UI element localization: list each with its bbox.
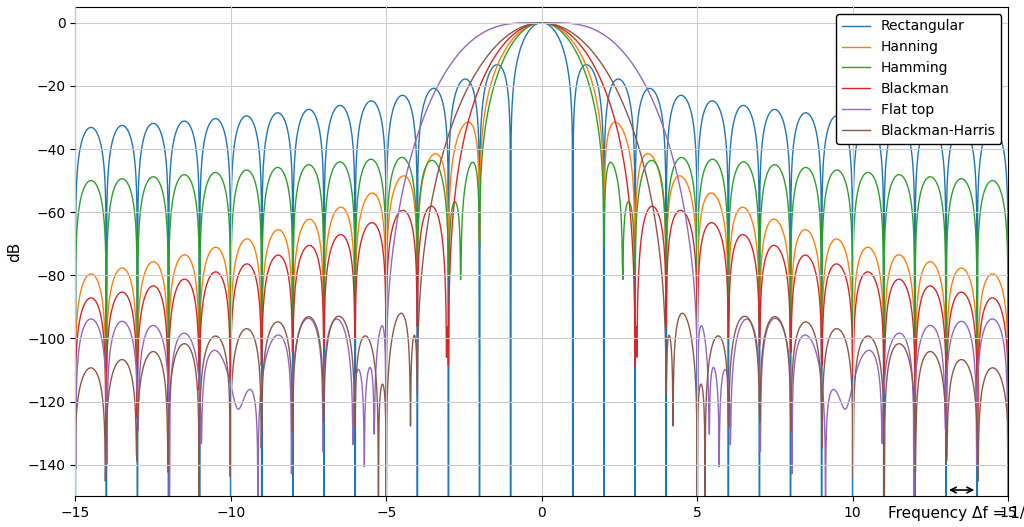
Blackman [733, 233, 745, 239]
Blackman-Harris [733, 317, 745, 324]
Blackman-Harris [1002, 432, 1015, 438]
Blackman-Harris [531, 19, 544, 26]
Hanning [536, 19, 548, 26]
Hamming [233, 173, 246, 180]
Legend: Rectangular, Hanning, Hamming, Blackman, Flat top, Blackman-Harris: Rectangular, Hanning, Hamming, Blackman,… [837, 14, 1001, 144]
Hamming [80, 181, 92, 188]
Flat top [80, 319, 92, 326]
Flat top [526, 19, 539, 26]
Blackman-Harris [233, 332, 246, 338]
Hanning [689, 231, 701, 238]
Flat top [234, 404, 247, 410]
Hamming [689, 200, 701, 207]
Rectangular [80, 128, 92, 134]
Hanning [1002, 358, 1015, 364]
Rectangular [689, 140, 701, 146]
Hamming [733, 162, 745, 168]
Blackman-Harris [80, 368, 92, 374]
Hanning [743, 211, 756, 218]
Hamming [69, 363, 81, 369]
Text: Frequency Δf = 1/T: Frequency Δf = 1/T [889, 506, 1024, 521]
Blackman-Harris [380, 524, 392, 527]
Y-axis label: dB: dB [7, 241, 22, 262]
Blackman-Harris [689, 383, 701, 389]
Hanning [99, 408, 112, 414]
Blackman [536, 19, 548, 26]
Flat top [1002, 400, 1015, 406]
Line: Hanning: Hanning [75, 23, 1009, 411]
Hanning [531, 20, 544, 26]
Rectangular [536, 19, 548, 26]
Line: Blackman-Harris: Blackman-Harris [75, 23, 1009, 527]
Hanning [234, 242, 247, 248]
Blackman-Harris [536, 19, 548, 26]
Line: Hamming: Hamming [75, 23, 1009, 366]
Blackman-Harris [743, 317, 756, 324]
Flat top [689, 309, 701, 315]
Blackman [99, 432, 112, 438]
Hanning [733, 206, 745, 212]
Hamming [531, 20, 544, 26]
Rectangular [733, 105, 745, 111]
Blackman [689, 263, 701, 269]
Blackman [743, 238, 756, 245]
Blackman [80, 298, 92, 305]
Flat top [743, 318, 756, 324]
Blackman-Harris [69, 432, 81, 438]
Rectangular [531, 21, 544, 27]
Blackman [69, 382, 81, 388]
Hamming [536, 19, 548, 26]
Rectangular [233, 119, 246, 125]
Hanning [80, 275, 92, 281]
Flat top [733, 326, 745, 332]
Flat top [69, 400, 81, 406]
Hamming [743, 163, 756, 170]
Line: Rectangular: Rectangular [75, 23, 1009, 527]
Blackman [531, 20, 544, 26]
Blackman [1002, 382, 1015, 388]
Flat top [532, 19, 545, 26]
Line: Blackman: Blackman [75, 23, 1009, 435]
Line: Flat top: Flat top [75, 23, 1009, 527]
Rectangular [743, 107, 756, 113]
Hamming [1002, 363, 1015, 369]
Hanning [69, 358, 81, 364]
Blackman [234, 267, 247, 273]
